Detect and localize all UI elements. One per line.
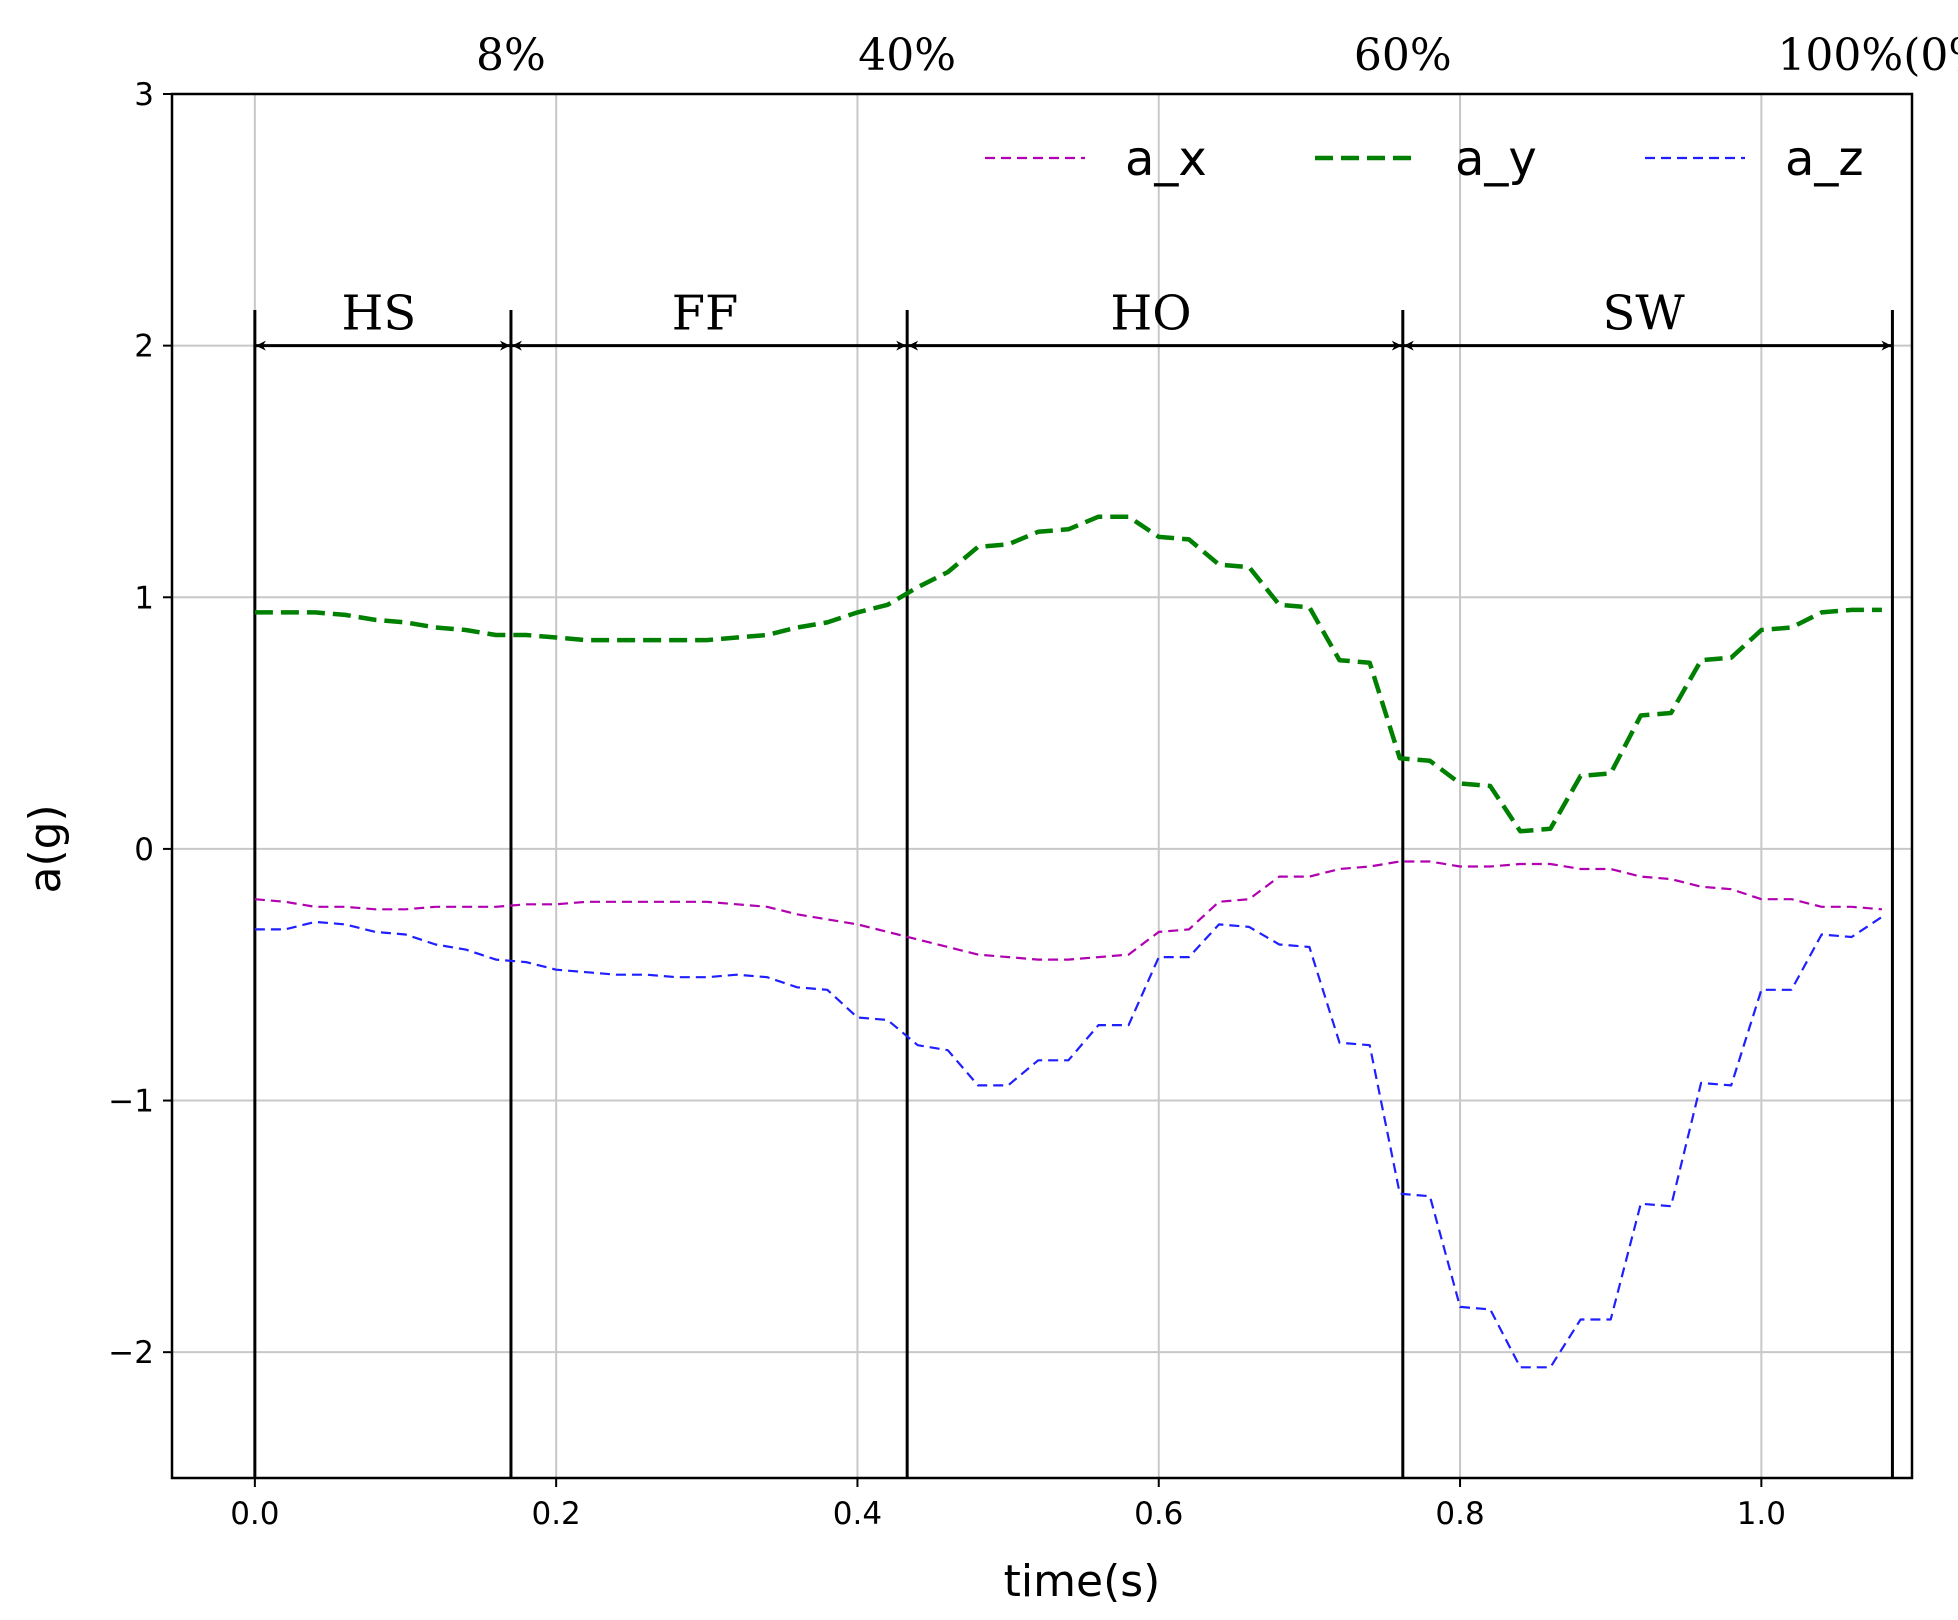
- y-tick-label: 1: [134, 580, 154, 616]
- x-tick-label: 1.0: [1737, 1496, 1786, 1532]
- series-a-x: [254, 860, 1882, 961]
- y-tick-label: −2: [108, 1335, 154, 1371]
- x-tick-label: 0.4: [833, 1496, 882, 1532]
- legend-label-a-y: a_y: [1455, 131, 1537, 187]
- y-tick-label: 3: [134, 77, 154, 113]
- percent-labels: 8% 40% 60% 100%(0%): [476, 30, 1958, 81]
- x-tick-label: 0.0: [230, 1496, 279, 1532]
- phase-boundaries: [253, 310, 1894, 1478]
- y-tick-label: −1: [108, 1084, 154, 1120]
- series-a-z: [254, 915, 1883, 1369]
- legend-label-a-x: a_x: [1125, 131, 1207, 187]
- x-tick-label: 0.2: [531, 1496, 580, 1532]
- y-axis-title: a(g): [20, 804, 71, 893]
- series-a-y: [254, 514, 1882, 834]
- phase-labels: HS FF HO SW: [342, 286, 1686, 342]
- percent-label: 8%: [476, 30, 546, 81]
- plot-frame: [170, 92, 1914, 1480]
- phase-label-hs: HS: [342, 286, 417, 342]
- series-lines: [254, 514, 1883, 1369]
- phase-label-sw: SW: [1603, 286, 1686, 342]
- x-axis-title: time(s): [1004, 1556, 1161, 1607]
- legend: a_x a_y a_z: [985, 131, 1864, 187]
- axis-ticks: 0.0 0.2 0.4 0.6 0.8 1.0 −2 −1 0 1 2 3: [108, 77, 1786, 1532]
- x-tick-label: 0.6: [1134, 1496, 1183, 1532]
- percent-label: 40%: [858, 30, 956, 81]
- y-tick-label: 0: [134, 832, 154, 868]
- x-tick-label: 0.8: [1435, 1496, 1484, 1532]
- phase-label-ho: HO: [1110, 286, 1191, 342]
- legend-label-a-z: a_z: [1785, 131, 1864, 187]
- percent-label: 60%: [1354, 30, 1452, 81]
- percent-label: 100%(0%): [1777, 30, 1958, 81]
- phase-label-ff: FF: [672, 286, 739, 342]
- y-tick-label: 2: [134, 329, 154, 365]
